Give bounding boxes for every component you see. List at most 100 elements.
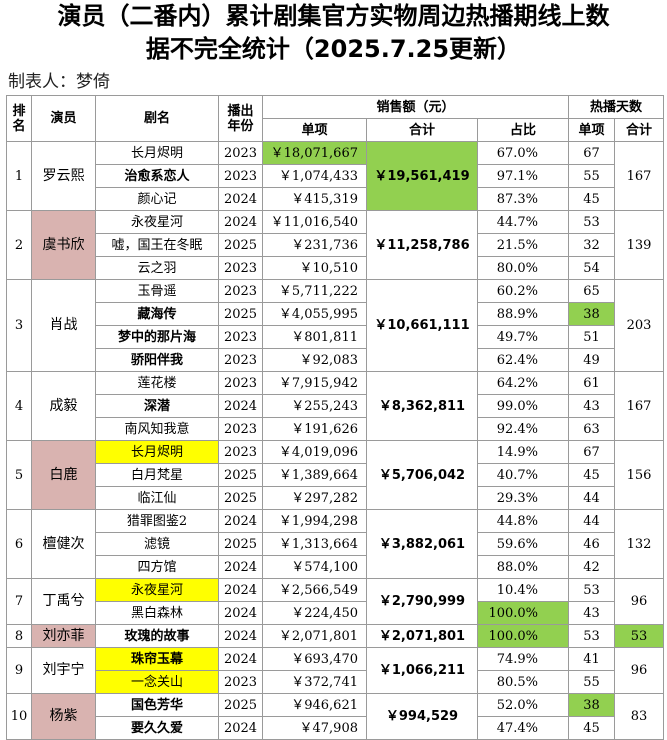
sales-total-cell: ￥11,258,786 bbox=[366, 210, 478, 280]
drama-cell: 长月烬明 bbox=[95, 141, 219, 165]
title-line-2: 据不完全统计（2025.7.25更新） bbox=[145, 35, 522, 63]
year-cell: 2024 bbox=[218, 509, 263, 533]
actor-cell: 刘亦菲 bbox=[31, 624, 96, 648]
table-row: 3 肖战 玉骨遥 2023 ￥5,711,222 ￥10,661,111 60.2% 65 20… bbox=[6, 279, 665, 372]
year-cell: 2023 bbox=[218, 279, 263, 303]
page-title: 演员（二番内）累计剧集官方实物周边热播期线上数 据不完全统计（2025.7.25… bbox=[0, 0, 667, 70]
table-row: 9 刘宇宁 珠帘玉幕 2024 ￥693,470 ￥1,066,211 74.9% 41 96 bbox=[6, 647, 665, 694]
year-cell: 2023 bbox=[218, 348, 263, 372]
share-cell: 14.9% bbox=[476, 440, 570, 464]
days-total-cell: 156 bbox=[614, 440, 665, 510]
year-cell: 2023 bbox=[218, 670, 263, 694]
actor-cell: 虞书欣 bbox=[31, 210, 96, 280]
drama-cell: 颜心记 bbox=[95, 187, 219, 211]
days-single-cell: 55 bbox=[568, 164, 616, 188]
table-row: 白月梵星 2025 ￥1,389,664 40.7% 45 bbox=[7, 463, 664, 487]
days-single-cell: 45 bbox=[568, 716, 616, 740]
actor-cell: 成毅 bbox=[31, 371, 96, 441]
days-single-cell: 43 bbox=[568, 394, 616, 418]
share-cell: 99.0% bbox=[476, 394, 570, 418]
drama-cell: 临江仙 bbox=[95, 486, 219, 510]
year-cell: 2025 bbox=[218, 532, 263, 556]
drama-cell: 治愈系恋人 bbox=[95, 164, 219, 188]
sales-total-cell: ￥2,071,801 bbox=[366, 624, 478, 648]
days-single-cell: 38 bbox=[568, 302, 616, 326]
year-cell: 2025 bbox=[218, 302, 263, 326]
year-cell: 2025 bbox=[218, 233, 263, 257]
actor-cell: 杨紫 bbox=[31, 693, 96, 740]
sales-single-cell: ￥224,450 bbox=[262, 601, 367, 625]
drama-cell: 莲花楼 bbox=[95, 371, 219, 395]
table-row: 骄阳伴我 2023 ￥92,083 62.4% 49 bbox=[7, 348, 664, 372]
drama-cell: 珠帘玉幕 bbox=[95, 647, 219, 671]
days-single-cell: 44 bbox=[568, 486, 616, 510]
drama-cell: 玫瑰的故事 bbox=[95, 624, 219, 648]
table-row: 藏海传 2025 ￥4,055,995 88.9% 38 bbox=[7, 302, 664, 326]
days-total-cell: 83 bbox=[614, 693, 665, 740]
share-cell: 74.9% bbox=[476, 647, 570, 671]
share-cell: 60.2% bbox=[476, 279, 570, 303]
sales-single-cell: ￥1,389,664 bbox=[262, 463, 367, 487]
share-cell: 52.0% bbox=[476, 693, 570, 717]
drama-cell: 梦中的那片海 bbox=[95, 325, 219, 349]
drama-cell: 白月梵星 bbox=[95, 463, 219, 487]
table-row: 颜心记 2024 ￥415,319 87.3% 45 bbox=[7, 187, 664, 211]
sales-single-cell: ￥1,994,298 bbox=[262, 509, 367, 533]
share-cell: 92.4% bbox=[476, 417, 570, 441]
days-total-cell: 203 bbox=[614, 279, 665, 372]
rank-cell: 7 bbox=[6, 578, 32, 625]
table-row: 四方馆 2024 ￥574,100 88.0% 42 bbox=[7, 555, 664, 579]
sales-total-cell: ￥10,661,111 bbox=[366, 279, 478, 372]
year-cell: 2024 bbox=[218, 394, 263, 418]
sales-single-cell: ￥231,736 bbox=[262, 233, 367, 257]
drama-cell: 南风知我意 bbox=[95, 417, 219, 441]
table-row: 8 刘亦菲 玫瑰的故事 2024 ￥2,071,801 ￥2,071,801 100.0% 5… bbox=[6, 624, 665, 648]
sales-single-cell: ￥4,019,096 bbox=[262, 440, 367, 464]
table-maker: 制表人：梦倚 bbox=[8, 72, 110, 92]
share-cell: 100.0% bbox=[476, 601, 570, 625]
sales-total-cell: ￥5,706,042 bbox=[366, 440, 478, 510]
year-cell: 2023 bbox=[218, 325, 263, 349]
days-single-cell: 43 bbox=[568, 601, 616, 625]
share-cell: 59.6% bbox=[476, 532, 570, 556]
actor-cell: 罗云熙 bbox=[31, 141, 96, 211]
days-single-cell: 67 bbox=[568, 141, 616, 165]
days-single-cell: 51 bbox=[568, 325, 616, 349]
table-row: 临江仙 2025 ￥297,282 29.3% 44 bbox=[7, 486, 664, 510]
sales-single-cell: ￥10,510 bbox=[262, 256, 367, 280]
year-cell: 2023 bbox=[218, 440, 263, 464]
sales-single-cell: ￥11,016,540 bbox=[262, 210, 367, 234]
sales-single-cell: ￥574,100 bbox=[262, 555, 367, 579]
rank-cell: 3 bbox=[6, 279, 32, 372]
header-year: 播出年份 bbox=[218, 95, 263, 142]
rank-cell: 1 bbox=[6, 141, 32, 211]
sales-single-cell: ￥92,083 bbox=[262, 348, 367, 372]
header-hot-days: 热播天数 bbox=[568, 95, 665, 119]
days-single-cell: 46 bbox=[568, 532, 616, 556]
share-cell: 44.7% bbox=[476, 210, 570, 234]
header-sales: 销售额（元） bbox=[261, 95, 570, 119]
year-cell: 2024 bbox=[218, 601, 263, 625]
sales-single-cell: ￥946,621 bbox=[262, 693, 367, 717]
share-cell: 87.3% bbox=[476, 187, 570, 211]
sales-single-cell: ￥7,915,942 bbox=[262, 371, 367, 395]
year-cell: 2023 bbox=[218, 256, 263, 280]
rank-cell: 10 bbox=[6, 693, 32, 740]
drama-cell: 四方馆 bbox=[95, 555, 219, 579]
actor-cell: 白鹿 bbox=[31, 440, 96, 510]
sales-single-cell: ￥4,055,995 bbox=[262, 302, 367, 326]
header-days-total: 合计 bbox=[614, 118, 665, 142]
days-single-cell: 45 bbox=[568, 187, 616, 211]
sales-single-cell: ￥693,470 bbox=[262, 647, 367, 671]
drama-cell: 要久久爱 bbox=[95, 716, 219, 740]
drama-cell: 玉骨遥 bbox=[95, 279, 219, 303]
sales-table: 排名 演员 剧名 播出年份 销售额（元） 热播天数 单项 合计 占比 单项 合计… bbox=[6, 95, 665, 740]
sales-total-cell: ￥2,790,999 bbox=[366, 578, 478, 625]
share-cell: 88.9% bbox=[476, 302, 570, 326]
rank-cell: 2 bbox=[6, 210, 32, 280]
table-row: 1 罗云熙 长月烬明 2023 ￥18,071,667 ￥19,561,419 67.0% 6… bbox=[6, 141, 665, 211]
year-cell: 2025 bbox=[218, 486, 263, 510]
days-single-cell: 49 bbox=[568, 348, 616, 372]
share-cell: 97.1% bbox=[476, 164, 570, 188]
drama-cell: 嘘，国王在冬眠 bbox=[95, 233, 219, 257]
